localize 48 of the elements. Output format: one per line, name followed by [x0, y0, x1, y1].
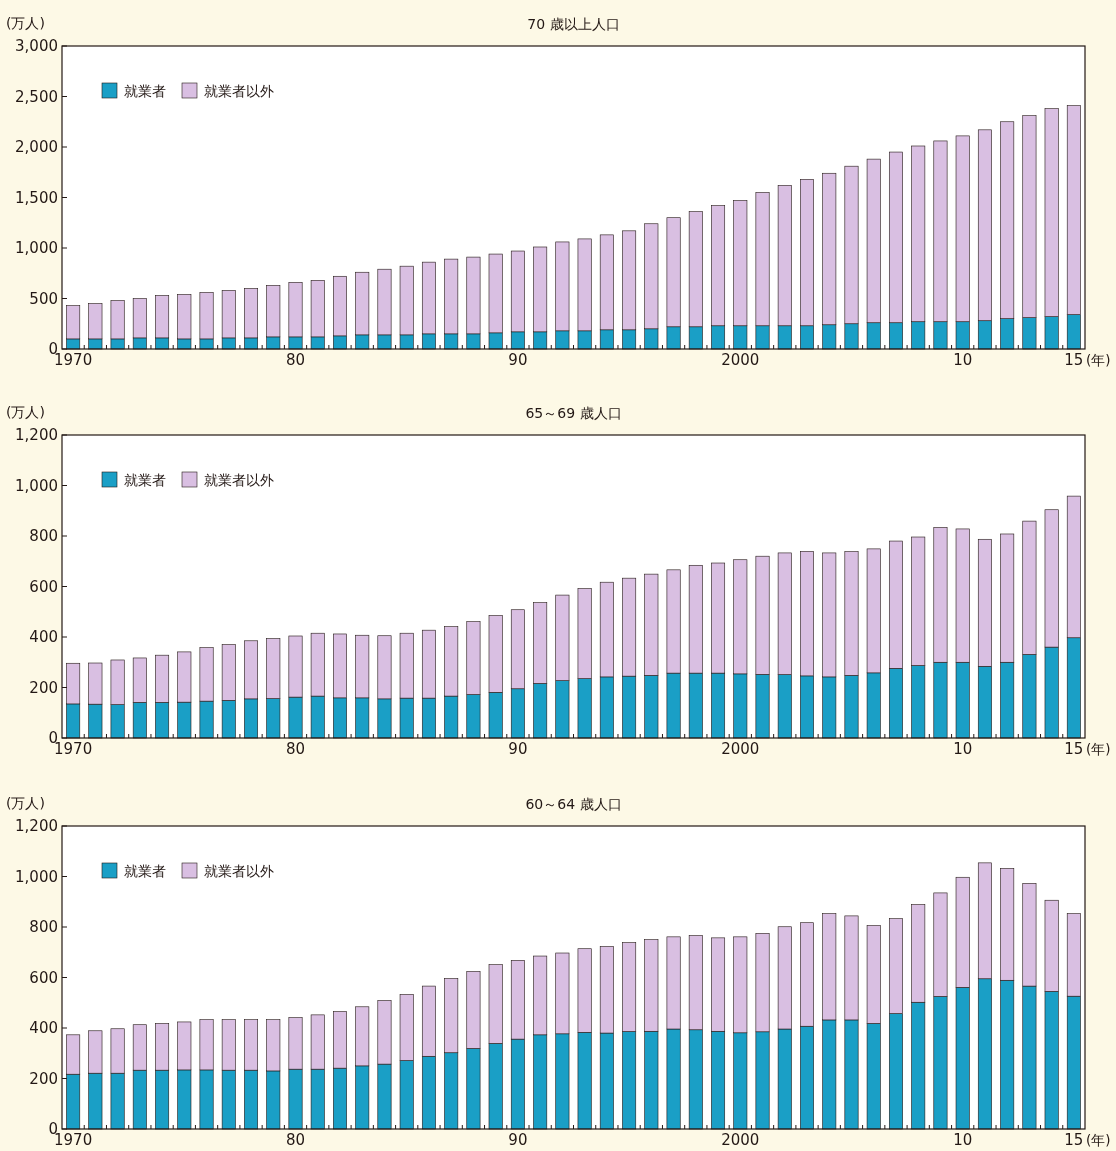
y-tick-label: 200 — [29, 678, 58, 697]
y-axis-title: (万人) — [6, 15, 45, 31]
x-axis-title: (年) — [1086, 1132, 1111, 1148]
x-tick-label: 80 — [285, 740, 306, 758]
x-tick-label: 2000 — [721, 1131, 760, 1149]
y-tick-label: 3,000 — [15, 37, 58, 55]
y-tick-label: 400 — [29, 628, 58, 646]
y-tick-label: 200 — [29, 1069, 58, 1088]
legend-label: 就業者以外 — [204, 83, 274, 99]
x-axis-title: (年) — [1086, 352, 1111, 368]
x-tick-label: 90 — [508, 1131, 528, 1149]
x-tick-label: 2000 — [721, 740, 760, 758]
chart-title: 65～69 歳人口 — [525, 405, 622, 421]
chart-title: 70 歳以上人口 — [527, 16, 620, 32]
y-tick-label: 500 — [29, 289, 58, 308]
y-tick-label: 1,200 — [15, 426, 58, 444]
x-tick-label: 2000 — [721, 351, 760, 369]
y-axis-title: (万人) — [6, 795, 45, 811]
x-axis-title: (年) — [1086, 741, 1111, 757]
x-tick-label: 15 — [1064, 351, 1084, 369]
x-tick-label: 90 — [508, 351, 528, 369]
y-tick-label: 2,500 — [15, 87, 58, 106]
x-tick-label: 15 — [1064, 740, 1084, 758]
y-tick-label: 400 — [29, 1019, 58, 1037]
legend-label: 就業者 — [124, 863, 166, 879]
y-tick-label: 1,200 — [15, 817, 58, 835]
x-tick-label: 90 — [508, 740, 528, 758]
x-tick-label: 10 — [953, 351, 973, 369]
x-tick-label: 15 — [1064, 1131, 1084, 1149]
y-tick-label: 1,000 — [15, 867, 58, 886]
x-tick-label: 10 — [953, 740, 973, 758]
y-tick-label: 2,000 — [15, 138, 58, 156]
legend-label: 就業者 — [124, 83, 166, 99]
legend-label: 就業者以外 — [204, 863, 274, 879]
x-tick-label: 10 — [953, 1131, 973, 1149]
x-tick-label: 80 — [285, 351, 306, 369]
y-tick-label: 600 — [29, 968, 58, 987]
y-tick-label: 1,000 — [15, 239, 58, 257]
chart-title: 60～64 歳人口 — [525, 796, 622, 812]
y-tick-label: 1,000 — [15, 476, 58, 495]
y-tick-label: 1,500 — [15, 188, 58, 207]
y-tick-label: 800 — [29, 527, 58, 545]
y-tick-label: 600 — [29, 577, 58, 596]
legend-label: 就業者以外 — [204, 472, 274, 488]
y-axis-title: (万人) — [6, 404, 45, 420]
legend-label: 就業者 — [124, 472, 166, 488]
y-tick-label: 800 — [29, 918, 58, 936]
x-tick-label: 80 — [285, 1131, 306, 1149]
